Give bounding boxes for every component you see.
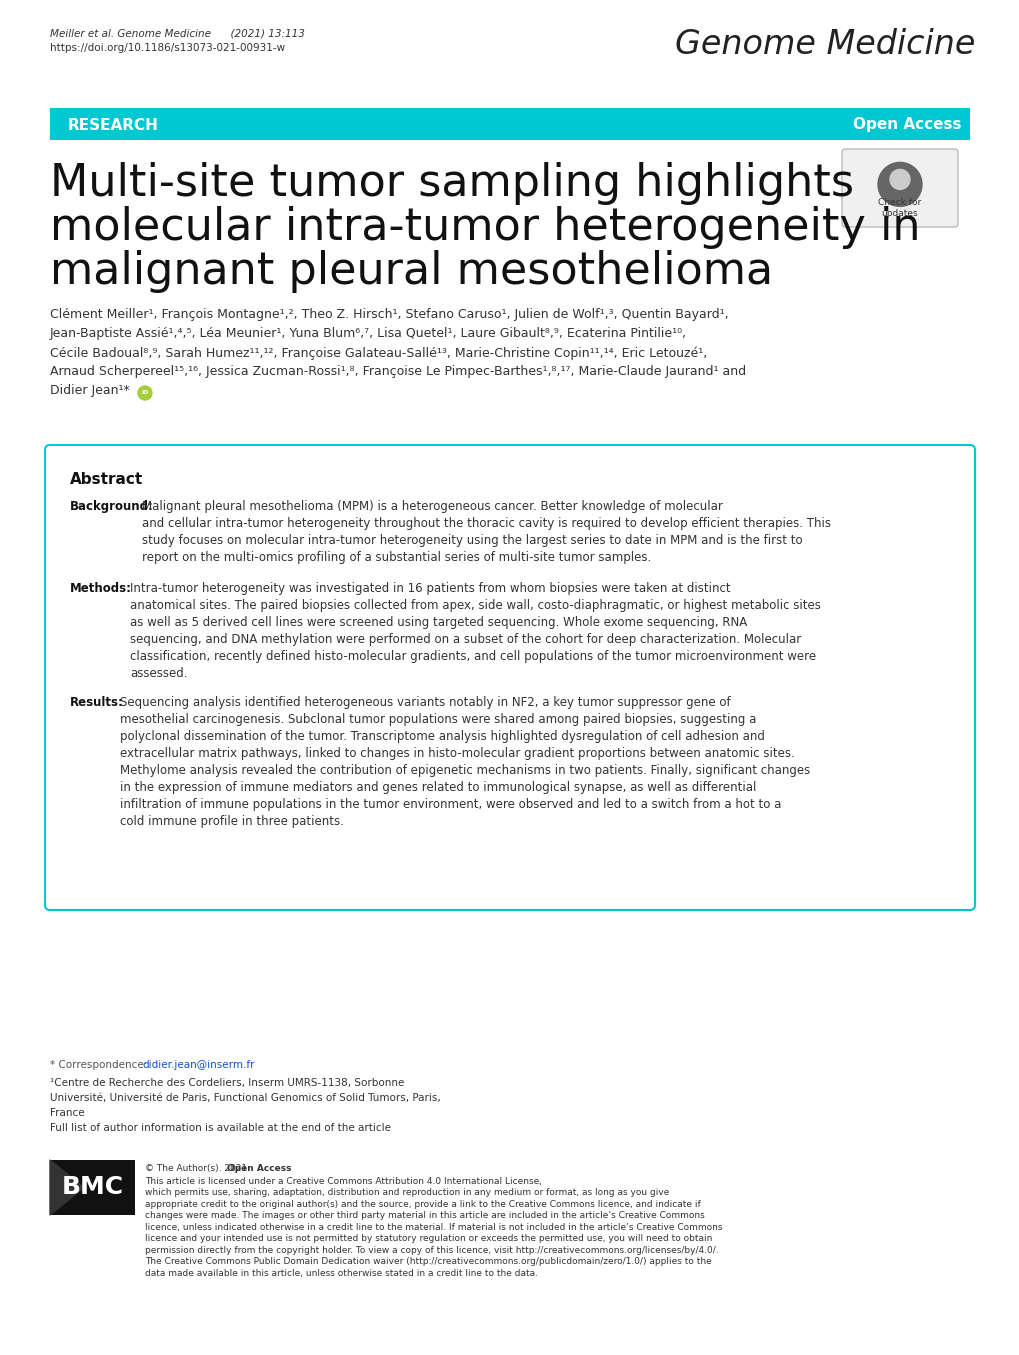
Text: Cécile Badoual⁸,⁹, Sarah Humez¹¹,¹², Françoise Galateau-Sallé¹³, Marie-Christine: Cécile Badoual⁸,⁹, Sarah Humez¹¹,¹², Fra… [50, 346, 706, 359]
Text: Open Access: Open Access [227, 1164, 291, 1173]
Polygon shape [50, 1160, 84, 1215]
Text: Results:: Results: [70, 696, 123, 709]
Text: This article is licensed under a Creative Commons Attribution 4.0 International : This article is licensed under a Creativ… [145, 1177, 721, 1278]
Text: France: France [50, 1108, 85, 1118]
Text: Arnaud Scherpereel¹⁵,¹⁶, Jessica Zucman-Rossi¹,⁸, Françoise Le Pimpec-Barthes¹,⁸: Arnaud Scherpereel¹⁵,¹⁶, Jessica Zucman-… [50, 364, 745, 378]
Text: Clément Meiller¹, François Montagne¹,², Theo Z. Hirsch¹, Stefano Caruso¹, Julien: Clément Meiller¹, François Montagne¹,², … [50, 308, 728, 321]
Text: Full list of author information is available at the end of the article: Full list of author information is avail… [50, 1123, 390, 1133]
Text: Malignant pleural mesothelioma (MPM) is a heterogeneous cancer. Better knowledge: Malignant pleural mesothelioma (MPM) is … [142, 500, 830, 564]
Text: © The Author(s). 2021: © The Author(s). 2021 [145, 1164, 250, 1173]
Bar [50, 1160, 135, 1215]
Text: BMC: BMC [61, 1176, 123, 1199]
Circle shape [877, 163, 921, 206]
Circle shape [890, 169, 909, 190]
Text: Background:: Background: [70, 500, 154, 514]
Text: Meiller et al. Genome Medicine      (2021) 13:113: Meiller et al. Genome Medicine (2021) 13… [50, 28, 305, 38]
Bar [50, 108, 969, 140]
Circle shape [138, 386, 152, 400]
Text: ¹Centre de Recherche des Cordeliers, Inserm UMRS-1138, Sorbonne: ¹Centre de Recherche des Cordeliers, Ins… [50, 1079, 404, 1088]
Text: RESEARCH: RESEARCH [68, 118, 159, 133]
Text: Sequencing analysis identified heterogeneous variants notably in NF2, a key tumo: Sequencing analysis identified heterogen… [120, 696, 809, 828]
FancyBboxPatch shape [45, 444, 974, 911]
Text: Université, Université de Paris, Functional Genomics of Solid Tumors, Paris,: Université, Université de Paris, Functio… [50, 1093, 440, 1103]
Text: Check for
updates: Check for updates [877, 198, 921, 218]
Text: didier.jean@inserm.fr: didier.jean@inserm.fr [142, 1060, 255, 1070]
Text: Genome Medicine: Genome Medicine [674, 28, 974, 61]
Text: Intra-tumor heterogeneity was investigated in 16 patients from whom biopsies wer: Intra-tumor heterogeneity was investigat… [129, 583, 820, 680]
Text: iD: iD [142, 390, 149, 396]
Text: https://doi.org/10.1186/s13073-021-00931-w: https://doi.org/10.1186/s13073-021-00931… [50, 43, 285, 53]
Text: Jean-Baptiste Assié¹,⁴,⁵, Léa Meunier¹, Yuna Blum⁶,⁷, Lisa Quetel¹, Laure Gibaul: Jean-Baptiste Assié¹,⁴,⁵, Léa Meunier¹, … [50, 327, 687, 340]
FancyBboxPatch shape [841, 149, 957, 228]
Text: Methods:: Methods: [70, 583, 131, 595]
Text: * Correspondence:: * Correspondence: [50, 1060, 151, 1070]
Text: Open Access: Open Access [853, 118, 961, 133]
Text: molecular intra-tumor heterogeneity in: molecular intra-tumor heterogeneity in [50, 206, 919, 249]
Text: Didier Jean¹*: Didier Jean¹* [50, 383, 129, 397]
Text: malignant pleural mesothelioma: malignant pleural mesothelioma [50, 251, 772, 293]
Text: Multi-site tumor sampling highlights: Multi-site tumor sampling highlights [50, 163, 853, 205]
Text: Abstract: Abstract [70, 472, 143, 486]
